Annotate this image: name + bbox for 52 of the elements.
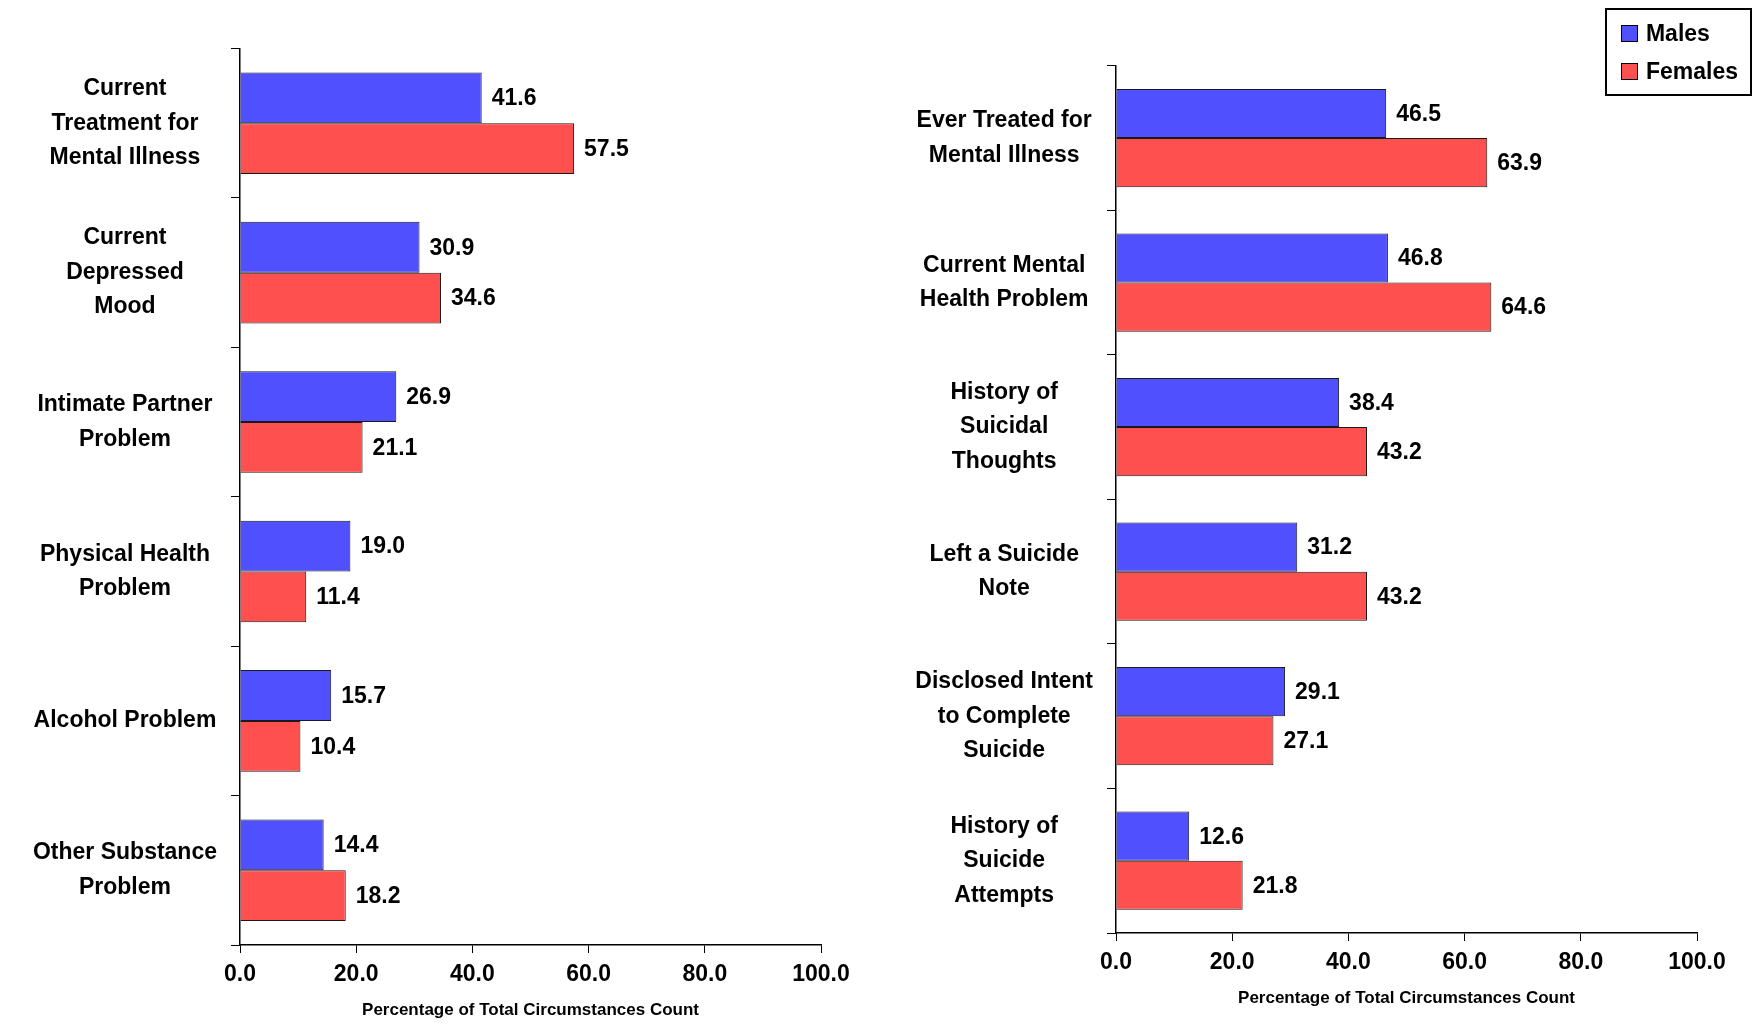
y-tick-label: History of Suicidal Thoughts xyxy=(950,377,1059,473)
data-label: 46.8 xyxy=(1397,244,1443,271)
x-tick-label: 40.0 xyxy=(1326,948,1371,975)
x-tick-label: 80.0 xyxy=(1558,948,1604,975)
x-tick-label: 0.0 xyxy=(224,960,256,987)
data-label: 26.9 xyxy=(406,382,452,409)
data-label: 19.0 xyxy=(360,532,406,559)
data-label: 38.4 xyxy=(1349,388,1395,415)
x-tick-label: 40.0 xyxy=(450,960,495,987)
y-tick-label: Intimate Partner Problem xyxy=(37,390,213,451)
y-tick-label: Alcohol Problem xyxy=(33,706,217,733)
data-label: 27.1 xyxy=(1283,727,1329,754)
data-label: 11.4 xyxy=(316,583,360,610)
y-tick-label: Disclosed Intent to Complete Suicide xyxy=(915,667,1094,763)
data-label: 10.4 xyxy=(310,732,356,759)
x-tick-label: 100.0 xyxy=(1668,948,1726,975)
data-label: 14.4 xyxy=(333,831,379,858)
y-tick-label: Ever Treated for Mental Illness xyxy=(916,106,1092,167)
data-label: 57.5 xyxy=(584,134,630,161)
data-label: 12.6 xyxy=(1199,822,1244,849)
y-tick-label: Current Depressed Mood xyxy=(66,223,184,319)
y-tick-label: Physical Health Problem xyxy=(39,539,210,601)
data-label: 41.6 xyxy=(491,84,537,111)
data-label: 29.1 xyxy=(1295,677,1341,704)
y-tick-label: History of Suicide Attempts xyxy=(950,811,1059,907)
y-tick-label: Current Mental Health Problem xyxy=(919,250,1089,312)
data-label: 43.2 xyxy=(1376,582,1422,609)
data-label: 18.2 xyxy=(355,882,401,909)
y-tick-label: Current Treatment for Mental Illness xyxy=(49,74,201,170)
legend-label: Females xyxy=(1645,57,1738,85)
y-tick-label: Other Substance Problem xyxy=(32,838,217,899)
x-tick-label: 80.0 xyxy=(682,960,728,987)
x-tick-label: 60.0 xyxy=(1442,948,1487,975)
data-label: 21.8 xyxy=(1252,871,1298,898)
x-tick-label: 60.0 xyxy=(566,960,611,987)
legend-label: Males xyxy=(1645,19,1710,47)
y-tick-label: Left a Suicide Note xyxy=(929,539,1079,601)
x-axis-title: Percentage of Total Circumstances Count xyxy=(362,1000,700,1020)
data-label: 15.7 xyxy=(341,681,386,708)
data-label: 63.9 xyxy=(1497,148,1543,175)
data-label: 64.6 xyxy=(1501,293,1547,320)
data-label: 34.6 xyxy=(451,284,496,311)
x-tick-label: 20.0 xyxy=(333,960,379,987)
x-tick-label: 20.0 xyxy=(1209,948,1255,975)
data-label: 43.2 xyxy=(1376,438,1422,465)
x-tick-label: 100.0 xyxy=(792,960,850,987)
data-label: 31.2 xyxy=(1307,533,1353,560)
data-label: 46.5 xyxy=(1396,99,1442,126)
x-axis-title: Percentage of Total Circumstances Count xyxy=(1238,988,1576,1008)
data-label: 21.1 xyxy=(372,433,418,460)
x-tick-label: 0.0 xyxy=(1100,948,1132,975)
data-label: 30.9 xyxy=(429,233,475,260)
